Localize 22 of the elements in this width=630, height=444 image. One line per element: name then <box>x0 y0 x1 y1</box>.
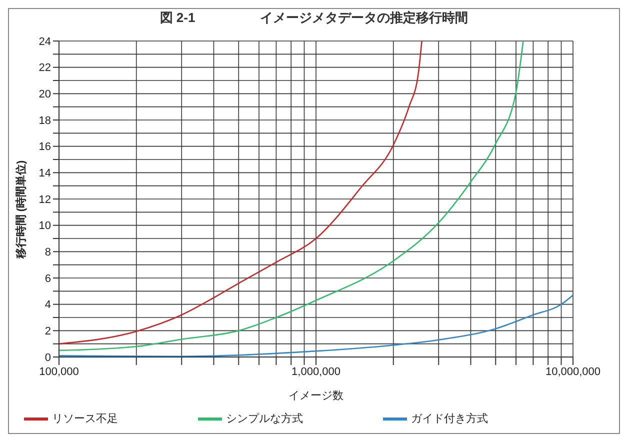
x-tick-label: 100,000 <box>39 366 79 378</box>
y-tick-label: 16 <box>38 141 51 154</box>
y-axis-title: 移行時間 (時間単位) <box>14 160 28 258</box>
y-tick-label: 2 <box>44 326 51 338</box>
y-tick-label: 20 <box>38 88 51 101</box>
y-tick-label: 18 <box>38 114 51 127</box>
y-tick-label: 24 <box>38 36 51 48</box>
legend-label: リソース不足 <box>52 412 118 425</box>
y-tick-label: 10 <box>38 220 51 232</box>
legend-label: シンプルな方式 <box>226 412 303 425</box>
y-tick-label: 14 <box>38 168 51 180</box>
x-tick-label: 10,000,000 <box>545 366 601 378</box>
y-tick-label: 0 <box>44 352 51 364</box>
y-tick-label: 4 <box>44 299 51 312</box>
y-tick-label: 12 <box>38 194 51 206</box>
y-tick-label: 6 <box>44 272 51 285</box>
legend-label: ガイド付き方式 <box>411 412 488 425</box>
y-tick-label: 22 <box>38 62 51 74</box>
y-tick-label: 8 <box>44 246 51 259</box>
x-axis-title: イメージ数 <box>288 390 344 402</box>
chart-title: 図 2-1 イメージメタデータの推定移行時間 <box>158 9 470 27</box>
x-tick-label: 1,000,000 <box>292 366 340 378</box>
